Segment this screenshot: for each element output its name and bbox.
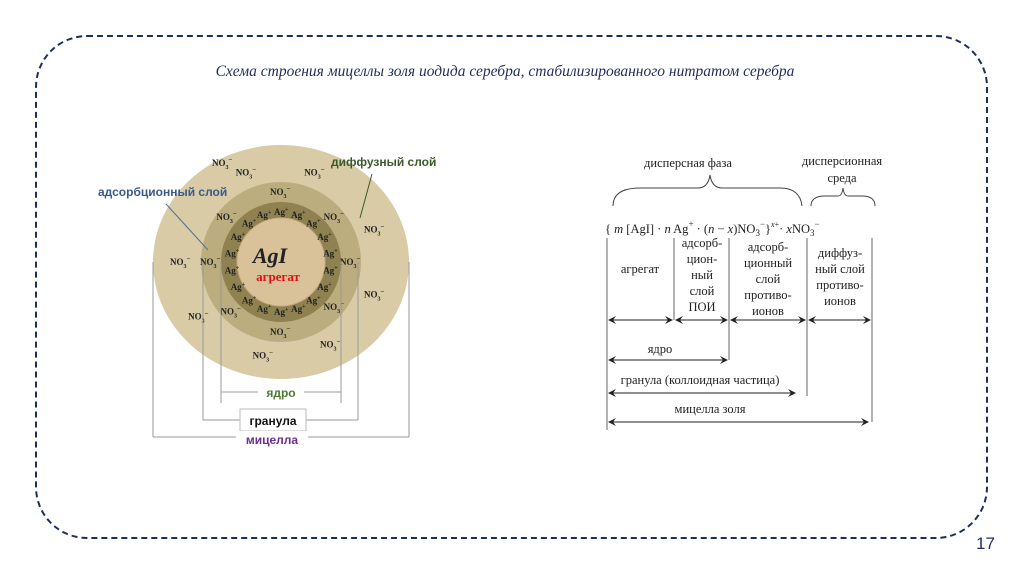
silver-ion: Ag+	[231, 282, 246, 292]
layer-text-line: противо-	[744, 288, 791, 302]
layer-text-line: слой	[690, 284, 715, 298]
silver-ion: Ag+	[291, 304, 306, 314]
divider-lines	[606, 238, 873, 430]
nucleus-label: ядро	[266, 386, 295, 400]
granule-label: гранула	[249, 414, 296, 428]
nitrate-ion: NO3−	[304, 166, 325, 181]
core-formula: AgI	[251, 243, 289, 268]
dispersion-medium-label-1: дисперсионная	[802, 154, 882, 168]
nitrate-ion: NO3−	[236, 166, 256, 181]
silver-ion: Ag+	[323, 248, 338, 258]
micelle-label: мицелла	[246, 433, 299, 447]
silver-ion: Ag+	[306, 219, 321, 229]
nitrate-ion: NO3−	[324, 210, 345, 225]
aggregate-text: агрегат	[621, 262, 660, 276]
silver-ion: Ag+	[242, 295, 257, 305]
adsorption-layer-label: адсорбционный слой	[98, 185, 227, 199]
nitrate-ion: NO3−	[364, 288, 385, 303]
nitrate-ion: NO3−	[216, 210, 237, 225]
silver-ion: Ag+	[317, 232, 332, 242]
diffuse-layer-label: диффузный слой	[331, 155, 436, 169]
dispersion-medium-label-2: среда	[827, 171, 857, 185]
slide-frame	[35, 35, 988, 539]
poi-layer-text: адсорб-цион-ный слой ПОИ	[682, 236, 722, 314]
aggregate-circle	[236, 217, 326, 307]
dispersion-medium-brace	[810, 187, 876, 207]
silver-ion: Ag+	[225, 266, 240, 276]
micelle-circle-diagram: AgI агрегат NO3−NO3−NO3−NO3−NO3−NO3−NO3−…	[98, 145, 436, 449]
nitrate-ion: NO3−	[170, 255, 191, 270]
nitrate-ion: NO3−	[320, 337, 341, 352]
silver-ion: Ag+	[306, 295, 321, 305]
layer-text-line: ионов	[824, 294, 856, 308]
silver-ion: Ag+	[231, 232, 246, 242]
layer-text-line: ционный	[744, 256, 792, 270]
silver-ion: Ag+	[291, 210, 306, 220]
layer-text-line: ный слой	[815, 262, 865, 276]
diffuse-layer-text: диффуз-ный слой противо-ионов	[815, 246, 865, 308]
layer-text-line: ный	[691, 268, 713, 282]
page-number: 17	[976, 534, 995, 553]
nitrate-ion: NO3−	[212, 156, 233, 171]
layer-text-line: слой	[756, 272, 781, 286]
micelle-formula-diagram: дисперсная фаза дисперсионная среда { m …	[605, 154, 882, 430]
layer-text-line: ионов	[752, 304, 784, 318]
silver-ion: Ag+	[274, 207, 289, 217]
silver-ion: Ag+	[274, 307, 289, 317]
nitrate-ion: NO3−	[253, 349, 274, 364]
nitrate-ion: NO3−	[364, 223, 385, 238]
counter-ion-layer-text: адсорб-ционный слой противо-ионов	[744, 240, 792, 318]
micelle-formula: { m [AgI] · n Ag+ · (n − x)NO3−}x+· xNO3…	[605, 219, 820, 238]
nitrate-ion: NO3−	[270, 325, 291, 340]
aggregate-label: агрегат	[256, 269, 300, 284]
silver-ion: Ag+	[317, 282, 332, 292]
micelle-text: мицелла золя	[675, 402, 746, 416]
layer-text-line: противо-	[816, 278, 863, 292]
nitrate-ion: NO3−	[221, 305, 242, 320]
nitrate-ion: NO3−	[324, 300, 345, 315]
dispersed-phase-brace	[612, 174, 803, 207]
silver-ion: Ag+	[323, 266, 338, 276]
dispersed-phase-label: дисперсная фаза	[644, 156, 732, 170]
nitrate-ion: NO3−	[270, 185, 291, 200]
span-arrows	[608, 316, 871, 426]
layer-text-line: адсорб-	[748, 240, 788, 254]
silver-ion: Ag+	[257, 304, 272, 314]
nitrate-ion: NO3−	[340, 255, 361, 270]
layer-text-line: ПОИ	[688, 300, 715, 314]
layer-text-line: диффуз-	[818, 246, 862, 260]
silver-ion: Ag+	[225, 248, 240, 258]
silver-ion: Ag+	[242, 219, 257, 229]
nitrate-ion: NO3−	[200, 255, 221, 270]
granule-text: гранула (коллоидная частица)	[621, 373, 780, 387]
silver-ion: Ag+	[257, 210, 272, 220]
layer-text-line: адсорб-	[682, 236, 722, 250]
layer-text-line: цион-	[687, 252, 717, 266]
nucleus-text: ядро	[648, 342, 673, 356]
slide-title: Схема строения мицеллы золя иодида сереб…	[215, 63, 795, 80]
